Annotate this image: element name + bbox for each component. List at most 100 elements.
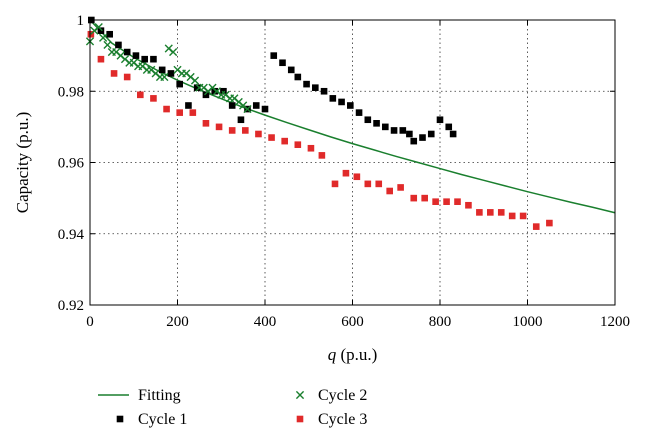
- cycle-1-point: [312, 84, 319, 91]
- cycle-3-point: [176, 109, 183, 116]
- cycle-1-point: [364, 116, 372, 124]
- cycle-1-point: [211, 87, 218, 95]
- cycle-1-point: [279, 59, 286, 67]
- cycle-3-point: [443, 198, 450, 205]
- cycle-1-point: [270, 52, 278, 59]
- fitting-curve: [89, 19, 616, 214]
- cycle-2-point: [103, 40, 112, 50]
- cycle-1-point: [106, 30, 113, 38]
- cycle-2-point: [243, 104, 252, 114]
- cycle-3-point: [487, 209, 494, 216]
- cycle-3-point: [375, 180, 383, 188]
- data-points-layer: [85, 16, 553, 230]
- cycle-3-point: [137, 91, 144, 99]
- y-tick-label: 0.92: [58, 298, 84, 314]
- cycle-1-point: [329, 95, 337, 102]
- cycle-1-point: [445, 123, 453, 131]
- legend-swatch-cycle-1: [116, 415, 124, 423]
- cycle-3-point: [353, 173, 361, 181]
- cycle-1-point: [202, 91, 210, 99]
- fitting-curve-layer: [89, 19, 616, 214]
- cycle-2-point: [160, 72, 169, 82]
- cycle-1-point: [338, 98, 345, 106]
- cycle-1-point: [355, 109, 363, 116]
- legend-label-cycle-3: Cycle 3: [318, 411, 367, 428]
- cycle-3-point: [465, 201, 472, 209]
- cycle-3-point: [410, 194, 418, 202]
- legend-item-cycle-3: Cycle 3: [296, 411, 367, 428]
- cycle-3-point: [342, 169, 350, 177]
- cycle-1-point: [410, 137, 418, 145]
- cycle-3-point: [386, 187, 393, 195]
- cycle-1-point: [382, 123, 389, 131]
- cycle-1-point: [287, 66, 295, 74]
- x-axis-unit: (p.u.): [336, 345, 377, 364]
- cycle-1-point: [176, 80, 183, 88]
- cycle-3-point: [421, 194, 428, 202]
- cycle-3-point: [519, 212, 527, 220]
- cycle-3-point: [508, 212, 516, 220]
- legend-swatch-cycle-3: [296, 415, 304, 423]
- cycle-1-point: [150, 55, 157, 63]
- cycle-3-point: [242, 127, 249, 134]
- cycle-2-point: [169, 47, 178, 57]
- cycle-3-point: [255, 130, 262, 138]
- cycle-3-point: [307, 144, 315, 152]
- cycle-3-point: [318, 152, 326, 159]
- cycle-1-point: [97, 27, 105, 34]
- y-tick-label: 0.98: [58, 84, 84, 100]
- x-tick-label: 600: [341, 314, 364, 330]
- cycle-3-point: [294, 141, 302, 148]
- cycle-1-point: [373, 120, 380, 127]
- legend-label-fitting: Fitting: [138, 387, 181, 404]
- cycle-1-point: [185, 102, 192, 109]
- cycle-1-point: [449, 130, 457, 138]
- x-tick-label: 400: [254, 314, 277, 330]
- cycle-3-point: [432, 198, 439, 205]
- x-tick-label: 800: [429, 314, 452, 330]
- x-tick-label: 1000: [513, 314, 543, 330]
- cycle-3-point: [268, 134, 275, 141]
- cycle-3-point: [215, 123, 223, 131]
- legend-label-cycle-1: Cycle 1: [138, 411, 187, 428]
- cycle-1-point: [406, 130, 413, 138]
- cycle-3-point: [281, 137, 288, 145]
- cycle-1-point: [294, 73, 302, 81]
- cycle-2-point: [99, 33, 108, 42]
- y-tick-label: 0.96: [58, 156, 85, 172]
- legend-item-cycle-2: Cycle 2: [295, 387, 367, 404]
- x-axis-label: q (p.u.): [328, 345, 378, 364]
- cycle-3-point: [163, 105, 170, 113]
- cycle-1-point: [427, 130, 435, 138]
- cycle-1-point: [399, 127, 407, 134]
- cycle-1-point: [252, 102, 260, 109]
- cycle-3-point: [532, 223, 540, 230]
- cycle-3-point: [189, 109, 197, 116]
- cycle-1-point: [228, 102, 236, 109]
- legend-item-cycle-1: Cycle 1: [116, 411, 187, 428]
- x-tick-label: 0: [86, 314, 94, 330]
- y-tick-label: 0.94: [58, 227, 85, 243]
- cycle-3-point: [331, 180, 339, 188]
- cycle-1-point: [303, 80, 310, 88]
- cycle-1-point: [390, 127, 398, 134]
- cycle-1-point: [436, 116, 444, 124]
- cycle-1-point: [115, 41, 122, 49]
- cycle-3-point: [397, 184, 404, 191]
- cycle-3-point: [364, 180, 372, 188]
- cycle-1-point: [141, 55, 148, 63]
- legend-swatch-cycle-2: [295, 390, 305, 400]
- cycle-1-point: [123, 48, 131, 56]
- x-axis-variable: q: [328, 345, 337, 364]
- cycle-2-point: [94, 23, 103, 32]
- y-tick-label: 1: [77, 13, 85, 29]
- cycle-1-point: [347, 102, 354, 109]
- cycle-3-point: [123, 73, 131, 81]
- legend-label-cycle-2: Cycle 2: [318, 387, 367, 404]
- cycle-1-point: [261, 105, 269, 113]
- cycle-3-point: [97, 55, 105, 63]
- cycle-3-point: [497, 209, 505, 216]
- cycle-3-point: [150, 95, 157, 102]
- cycle-1-point: [220, 87, 227, 95]
- cycle-3-point: [454, 198, 461, 205]
